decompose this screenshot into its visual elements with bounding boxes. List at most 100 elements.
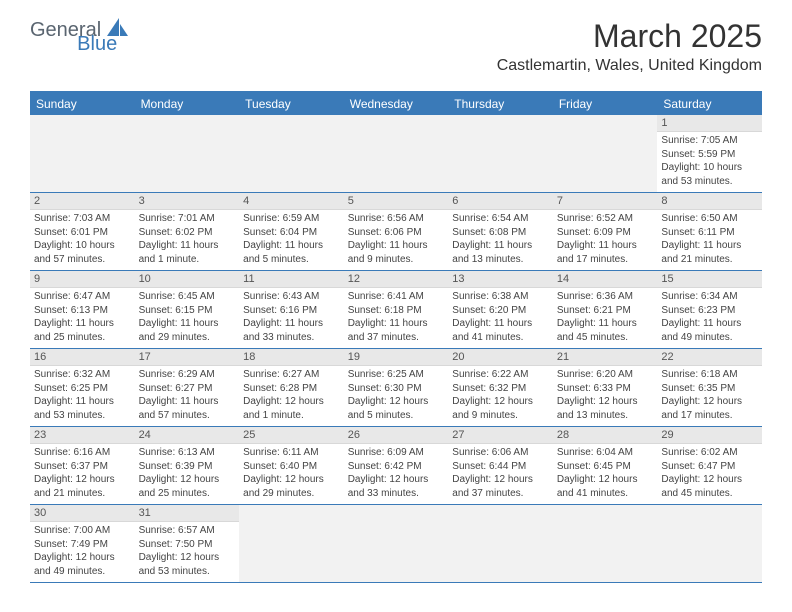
sunrise-text: Sunrise: 7:05 AM: [661, 134, 758, 148]
sunset-text: Sunset: 6:18 PM: [348, 304, 445, 318]
daylight-text: Daylight: 12 hours and 45 minutes.: [661, 473, 758, 500]
sunset-text: Sunset: 6:16 PM: [243, 304, 340, 318]
empty-cell: [553, 505, 658, 582]
week-row: 16Sunrise: 6:32 AMSunset: 6:25 PMDayligh…: [30, 349, 762, 427]
daylight-text: Daylight: 11 hours and 29 minutes.: [139, 317, 236, 344]
day-header: Tuesday: [239, 93, 344, 115]
day-cell: 13Sunrise: 6:38 AMSunset: 6:20 PMDayligh…: [448, 271, 553, 348]
day-number: 2: [30, 193, 135, 210]
day-number: 31: [135, 505, 240, 522]
daylight-text: Daylight: 11 hours and 17 minutes.: [557, 239, 654, 266]
sunrise-text: Sunrise: 6:45 AM: [139, 290, 236, 304]
sunset-text: Sunset: 6:08 PM: [452, 226, 549, 240]
day-details: Sunrise: 6:36 AMSunset: 6:21 PMDaylight:…: [553, 288, 658, 348]
day-header: Saturday: [657, 93, 762, 115]
day-header: Thursday: [448, 93, 553, 115]
day-details: Sunrise: 6:56 AMSunset: 6:06 PMDaylight:…: [344, 210, 449, 270]
day-details: Sunrise: 7:01 AMSunset: 6:02 PMDaylight:…: [135, 210, 240, 270]
day-details: Sunrise: 6:27 AMSunset: 6:28 PMDaylight:…: [239, 366, 344, 426]
day-number: 27: [448, 427, 553, 444]
day-number: 11: [239, 271, 344, 288]
day-details: Sunrise: 6:41 AMSunset: 6:18 PMDaylight:…: [344, 288, 449, 348]
daylight-text: Daylight: 11 hours and 21 minutes.: [661, 239, 758, 266]
daylight-text: Daylight: 11 hours and 33 minutes.: [243, 317, 340, 344]
sunrise-text: Sunrise: 6:56 AM: [348, 212, 445, 226]
day-header: Friday: [553, 93, 658, 115]
day-number: 25: [239, 427, 344, 444]
day-number: 4: [239, 193, 344, 210]
sunset-text: Sunset: 6:45 PM: [557, 460, 654, 474]
day-details: Sunrise: 6:38 AMSunset: 6:20 PMDaylight:…: [448, 288, 553, 348]
sunrise-text: Sunrise: 6:02 AM: [661, 446, 758, 460]
day-number: 23: [30, 427, 135, 444]
day-cell: 14Sunrise: 6:36 AMSunset: 6:21 PMDayligh…: [553, 271, 658, 348]
day-cell: 26Sunrise: 6:09 AMSunset: 6:42 PMDayligh…: [344, 427, 449, 504]
sunset-text: Sunset: 5:59 PM: [661, 148, 758, 162]
sunrise-text: Sunrise: 6:47 AM: [34, 290, 131, 304]
daylight-text: Daylight: 11 hours and 53 minutes.: [34, 395, 131, 422]
day-cell: 25Sunrise: 6:11 AMSunset: 6:40 PMDayligh…: [239, 427, 344, 504]
daylight-text: Daylight: 12 hours and 21 minutes.: [34, 473, 131, 500]
logo-text-blue: Blue: [77, 33, 117, 56]
empty-cell: [657, 505, 762, 582]
sunrise-text: Sunrise: 6:11 AM: [243, 446, 340, 460]
day-cell: 19Sunrise: 6:25 AMSunset: 6:30 PMDayligh…: [344, 349, 449, 426]
day-details: Sunrise: 6:57 AMSunset: 7:50 PMDaylight:…: [135, 522, 240, 582]
daylight-text: Daylight: 12 hours and 5 minutes.: [348, 395, 445, 422]
sunrise-text: Sunrise: 6:52 AM: [557, 212, 654, 226]
day-number: 15: [657, 271, 762, 288]
day-number: 9: [30, 271, 135, 288]
day-details: Sunrise: 7:05 AMSunset: 5:59 PMDaylight:…: [657, 132, 762, 192]
day-number: 17: [135, 349, 240, 366]
sunset-text: Sunset: 6:33 PM: [557, 382, 654, 396]
sunset-text: Sunset: 6:21 PM: [557, 304, 654, 318]
sunset-text: Sunset: 6:04 PM: [243, 226, 340, 240]
day-details: Sunrise: 6:13 AMSunset: 6:39 PMDaylight:…: [135, 444, 240, 504]
sunset-text: Sunset: 6:37 PM: [34, 460, 131, 474]
day-details: Sunrise: 6:18 AMSunset: 6:35 PMDaylight:…: [657, 366, 762, 426]
day-number: 19: [344, 349, 449, 366]
day-cell: 6Sunrise: 6:54 AMSunset: 6:08 PMDaylight…: [448, 193, 553, 270]
sunset-text: Sunset: 6:30 PM: [348, 382, 445, 396]
sunrise-text: Sunrise: 6:18 AM: [661, 368, 758, 382]
empty-cell: [344, 115, 449, 192]
day-cell: 22Sunrise: 6:18 AMSunset: 6:35 PMDayligh…: [657, 349, 762, 426]
daylight-text: Daylight: 11 hours and 13 minutes.: [452, 239, 549, 266]
day-number: 13: [448, 271, 553, 288]
sunrise-text: Sunrise: 6:22 AM: [452, 368, 549, 382]
sunrise-text: Sunrise: 6:16 AM: [34, 446, 131, 460]
day-details: Sunrise: 6:22 AMSunset: 6:32 PMDaylight:…: [448, 366, 553, 426]
daylight-text: Daylight: 12 hours and 37 minutes.: [452, 473, 549, 500]
day-details: Sunrise: 6:47 AMSunset: 6:13 PMDaylight:…: [30, 288, 135, 348]
day-details: Sunrise: 6:54 AMSunset: 6:08 PMDaylight:…: [448, 210, 553, 270]
daylight-text: Daylight: 11 hours and 49 minutes.: [661, 317, 758, 344]
sunrise-text: Sunrise: 6:34 AM: [661, 290, 758, 304]
day-number: 16: [30, 349, 135, 366]
day-cell: 12Sunrise: 6:41 AMSunset: 6:18 PMDayligh…: [344, 271, 449, 348]
sunrise-text: Sunrise: 6:27 AM: [243, 368, 340, 382]
daylight-text: Daylight: 11 hours and 37 minutes.: [348, 317, 445, 344]
sunrise-text: Sunrise: 6:38 AM: [452, 290, 549, 304]
day-details: Sunrise: 6:43 AMSunset: 6:16 PMDaylight:…: [239, 288, 344, 348]
day-details: Sunrise: 6:04 AMSunset: 6:45 PMDaylight:…: [553, 444, 658, 504]
daylight-text: Daylight: 11 hours and 41 minutes.: [452, 317, 549, 344]
daylight-text: Daylight: 11 hours and 25 minutes.: [34, 317, 131, 344]
day-number: 20: [448, 349, 553, 366]
daylight-text: Daylight: 11 hours and 57 minutes.: [139, 395, 236, 422]
sunset-text: Sunset: 6:28 PM: [243, 382, 340, 396]
day-cell: 7Sunrise: 6:52 AMSunset: 6:09 PMDaylight…: [553, 193, 658, 270]
day-cell: 8Sunrise: 6:50 AMSunset: 6:11 PMDaylight…: [657, 193, 762, 270]
sunrise-text: Sunrise: 6:13 AM: [139, 446, 236, 460]
day-details: Sunrise: 6:09 AMSunset: 6:42 PMDaylight:…: [344, 444, 449, 504]
day-cell: 1Sunrise: 7:05 AMSunset: 5:59 PMDaylight…: [657, 115, 762, 192]
empty-cell: [30, 115, 135, 192]
sunset-text: Sunset: 6:40 PM: [243, 460, 340, 474]
empty-cell: [239, 115, 344, 192]
day-number: 5: [344, 193, 449, 210]
sunrise-text: Sunrise: 6:59 AM: [243, 212, 340, 226]
empty-cell: [239, 505, 344, 582]
sunrise-text: Sunrise: 6:20 AM: [557, 368, 654, 382]
daylight-text: Daylight: 12 hours and 53 minutes.: [139, 551, 236, 578]
day-cell: 2Sunrise: 7:03 AMSunset: 6:01 PMDaylight…: [30, 193, 135, 270]
daylight-text: Daylight: 12 hours and 25 minutes.: [139, 473, 236, 500]
